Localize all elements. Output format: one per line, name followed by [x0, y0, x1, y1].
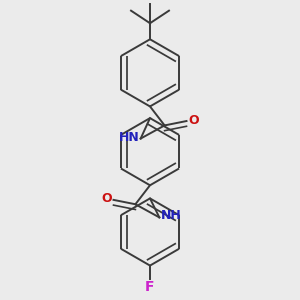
Text: NH: NH [161, 209, 182, 222]
Text: O: O [101, 193, 112, 206]
Text: O: O [188, 114, 199, 127]
Text: F: F [145, 280, 155, 294]
Text: HN: HN [118, 130, 139, 144]
